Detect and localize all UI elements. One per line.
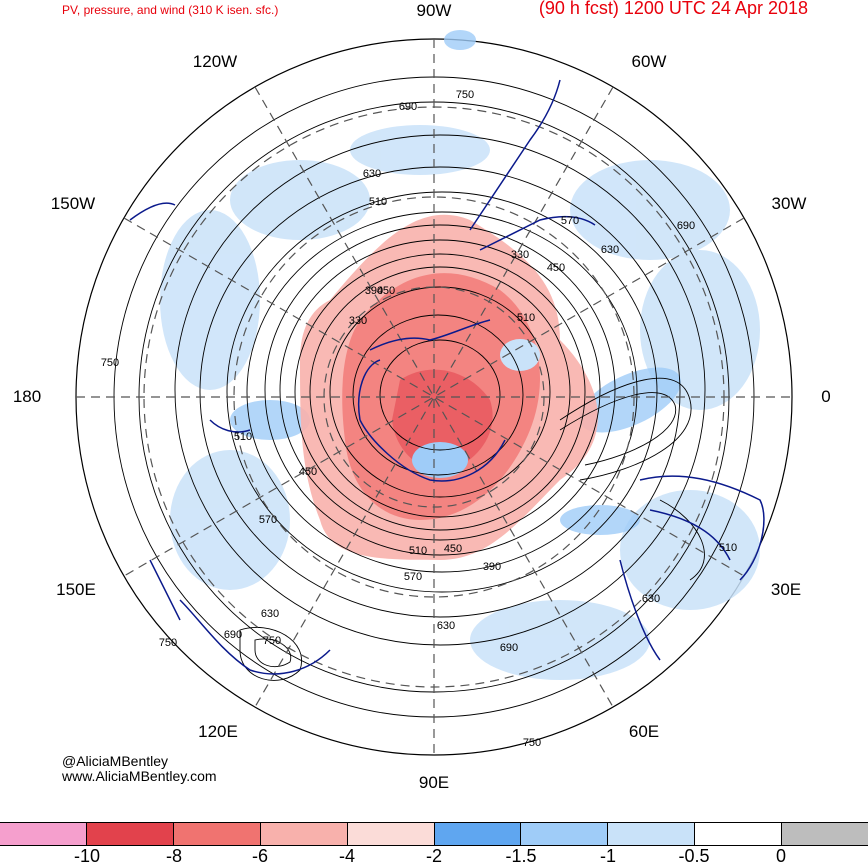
map-title: PV, pressure, and wind (310 K isen. sfc.… — [62, 3, 279, 17]
colorbar-tick-label: -1.5 — [505, 846, 537, 866]
contour-label: 330 — [511, 249, 529, 261]
colorbar-segment — [0, 823, 87, 845]
credit-url: www.AliciaMBentley.com — [62, 768, 217, 784]
lon-label-30e: 30E — [770, 580, 802, 599]
polar-stereographic-map: 750 690 630 510 570 450 390 330 510 450 … — [75, 30, 793, 756]
lon-label-0: 0 — [821, 387, 831, 406]
contour-label: 510 — [234, 431, 252, 443]
contour-label: 750 — [523, 737, 541, 749]
contour-label: 570 — [259, 514, 277, 526]
colorbar-tick-label: -2 — [425, 846, 443, 866]
colorbar-segment — [173, 823, 261, 845]
contour-label: 690 — [677, 220, 695, 232]
pv-shading-mid-blue — [230, 30, 681, 535]
contour-label: 510 — [369, 196, 387, 208]
contour-label: 450 — [547, 262, 565, 274]
credit-handle: @AliciaMBentley — [62, 753, 169, 769]
colorbar-segment — [695, 823, 783, 845]
colorbar-segment — [260, 823, 348, 845]
pv-shading-blue — [160, 125, 760, 680]
lon-label-120e: 120E — [198, 722, 238, 741]
contour-label: 630 — [642, 593, 660, 605]
lon-label-90e: 90E — [418, 773, 450, 792]
contour-label: 330 — [349, 315, 367, 327]
colorbar-segment — [521, 823, 609, 845]
contour-label: 630 — [437, 620, 455, 632]
lon-label-150e: 150E — [56, 580, 96, 599]
colorbar-tick-label: -8 — [165, 846, 183, 866]
colorbar-tick-label: 0 — [775, 846, 787, 866]
lon-label-120w: 120W — [192, 52, 238, 71]
contour-label: 390 — [365, 285, 383, 297]
lon-label-60e: 60E — [628, 722, 660, 741]
lon-label-90w: 90W — [416, 1, 452, 20]
contour-label: 450 — [377, 285, 395, 297]
contour-label: 690 — [224, 629, 242, 641]
lon-label-60w: 60W — [631, 52, 667, 71]
contour-label: 630 — [601, 244, 619, 256]
contour-label: 630 — [363, 168, 381, 180]
lon-label-150w: 150W — [50, 194, 96, 213]
contour-label: 630 — [261, 608, 279, 620]
colorbar-tick-label: -10 — [73, 846, 101, 866]
colorbar-tick-label: -0.5 — [678, 846, 710, 866]
contour-label: 750 — [263, 635, 281, 647]
contour-label: 390 — [483, 561, 501, 573]
lon-label-30w: 30W — [771, 194, 807, 213]
contour-label: 750 — [101, 357, 119, 369]
colorbar-tick-label: -6 — [251, 846, 269, 866]
forecast-header: (90 h fcst) 1200 UTC 24 Apr 2018 — [538, 0, 808, 18]
colorbar-segment — [782, 823, 868, 845]
contour-label: 510 — [409, 545, 427, 557]
contour-label: 510 — [719, 542, 737, 554]
contour-label: 450 — [299, 466, 317, 478]
contour-label: 450 — [444, 543, 462, 555]
colorbar-tick-label: -1 — [599, 846, 617, 866]
lon-label-180: 180 — [12, 387, 42, 406]
colorbar-segment — [608, 823, 696, 845]
contour-label: 510 — [517, 312, 535, 324]
graticule — [76, 39, 792, 755]
coastlines — [129, 79, 765, 675]
colorbar-segment — [347, 823, 435, 845]
contour-label: 690 — [500, 642, 518, 654]
colorbar-tick-label: -4 — [338, 846, 356, 866]
colorbar — [0, 822, 868, 846]
contour-label: 570 — [561, 215, 579, 227]
contour-labels: 750 690 630 510 570 450 390 330 510 450 … — [101, 89, 737, 749]
contour-label: 570 — [404, 571, 422, 583]
contour-label: 750 — [159, 637, 177, 649]
contour-label: 750 — [456, 89, 474, 101]
contour-label: 690 — [399, 101, 417, 113]
colorbar-segment — [86, 823, 174, 845]
colorbar-segment — [434, 823, 522, 845]
